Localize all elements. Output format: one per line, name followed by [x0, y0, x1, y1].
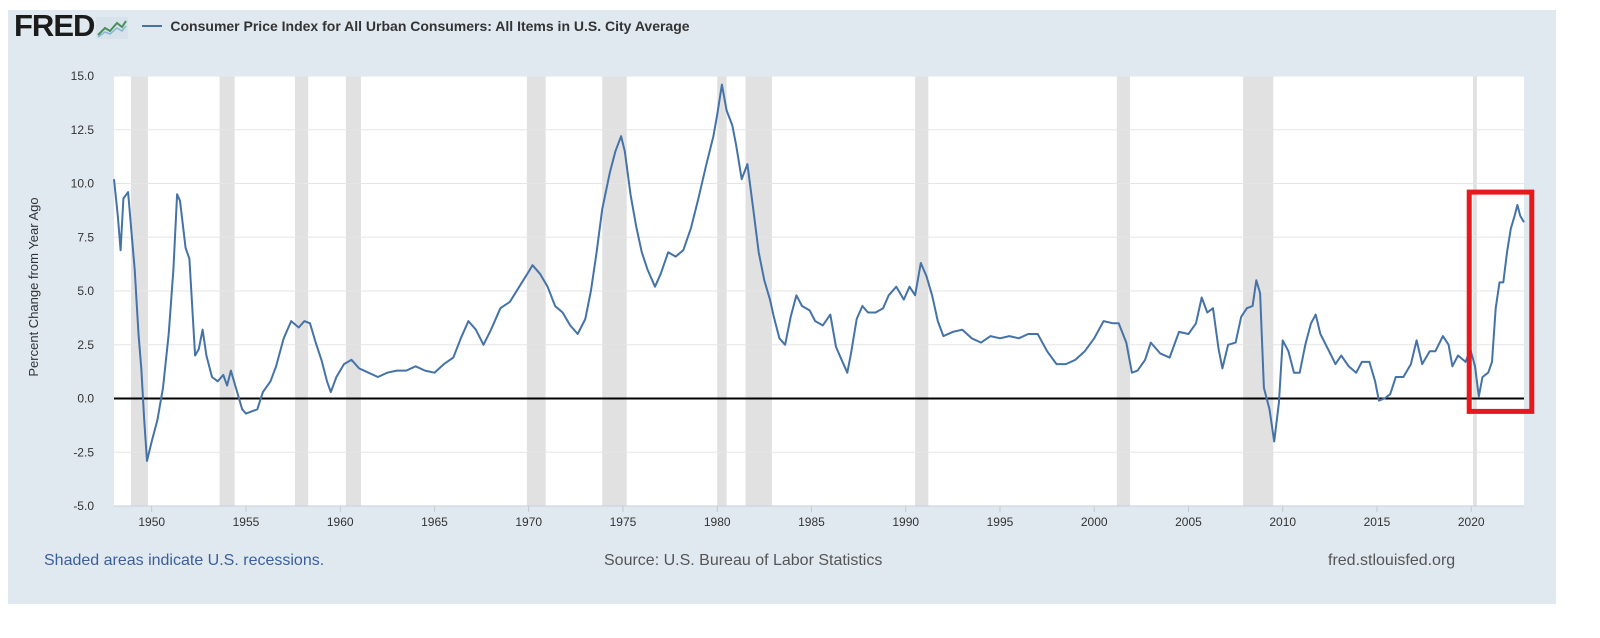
x-tick-label: 1990 — [892, 515, 919, 529]
site-link[interactable]: fred.stlouisfed.org — [1328, 552, 1456, 569]
cpi-series-line[interactable] — [113, 83, 1525, 462]
x-tick-label: 1960 — [327, 515, 354, 529]
y-tick-label: -2.5 — [73, 445, 94, 459]
chart-header: FRED Consumer Price Index for All Urban … — [14, 10, 690, 42]
y-axis-ticks: 15.0 12.5 10.0 7.5 5.0 2.5 0.0 -2.5 -5.0 — [71, 69, 95, 513]
y-tick-label: 5.0 — [77, 284, 94, 298]
x-tick-label: 1975 — [610, 515, 637, 529]
x-tick-label: 1985 — [798, 515, 825, 529]
y-tick-label: 0.0 — [77, 392, 94, 406]
chart-line-icon — [96, 17, 129, 39]
y-tick-label: 10.0 — [71, 177, 95, 191]
x-tick-label: 1970 — [515, 515, 542, 529]
x-tick-label: 2015 — [1364, 515, 1391, 529]
y-tick-label: 2.5 — [77, 338, 94, 352]
y-tick-label: 15.0 — [71, 69, 95, 83]
legend-label: Consumer Price Index for All Urban Consu… — [170, 18, 690, 34]
x-tick-label: 1980 — [704, 515, 731, 529]
y-axis-label: Percent Change from Year Ago — [26, 197, 41, 376]
x-axis-ticks: 1950 1955 1960 1965 1970 1975 1980 1985 1990 1995… — [114, 505, 1524, 529]
source-text: Source: U.S. Bureau of Labor Statistics — [604, 552, 883, 569]
highlight-box — [1466, 189, 1535, 414]
x-tick-label: 2005 — [1175, 515, 1202, 529]
legend[interactable]: Consumer Price Index for All Urban Consu… — [142, 18, 690, 34]
y-tick-label: 7.5 — [77, 230, 94, 244]
x-tick-label: 1950 — [138, 515, 165, 529]
x-tick-label: 2010 — [1269, 515, 1296, 529]
x-tick-label: 1965 — [421, 515, 448, 529]
recession-note-link[interactable]: Shaded areas indicate U.S. recessions. — [44, 552, 325, 569]
y-tick-label: -5.0 — [73, 499, 94, 513]
y-tick-label: 12.5 — [71, 123, 95, 137]
x-tick-label: 2020 — [1458, 515, 1485, 529]
fred-logo[interactable]: FRED — [14, 8, 95, 43]
legend-swatch — [142, 25, 163, 27]
x-tick-label: 2000 — [1081, 515, 1108, 529]
x-tick-label: 1955 — [233, 515, 260, 529]
x-tick-label: 1995 — [987, 515, 1014, 529]
